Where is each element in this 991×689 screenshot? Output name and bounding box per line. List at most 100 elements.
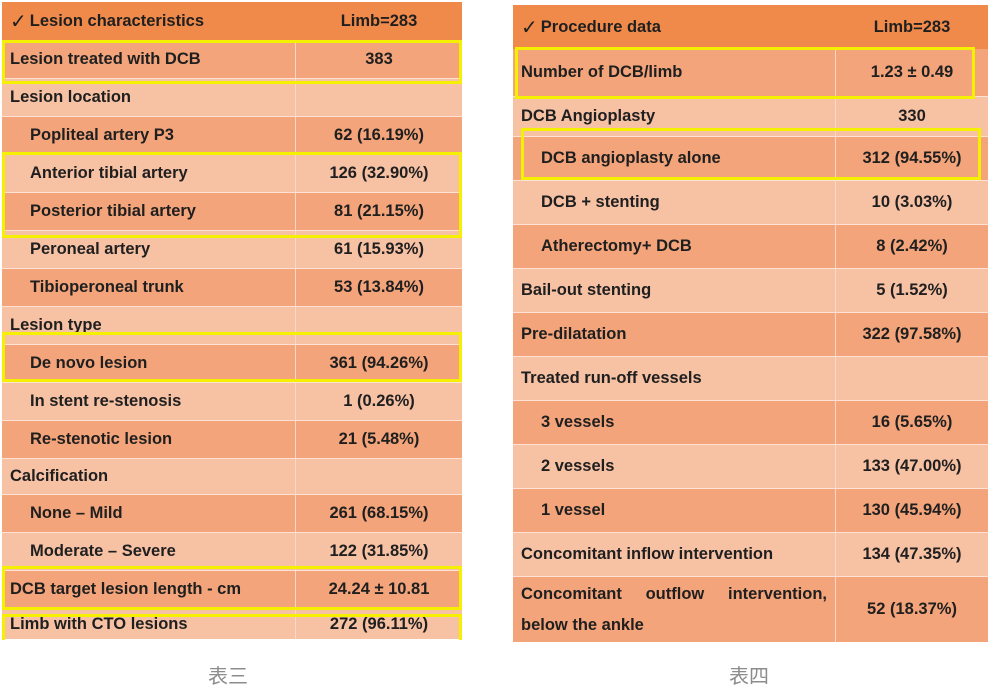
table-row: 2 vessels 133 (47.00%) <box>513 445 988 489</box>
row-label: Treated run-off vessels <box>513 357 836 400</box>
table-row: De novo lesion 361 (94.26%) <box>2 345 462 383</box>
row-value <box>296 79 462 116</box>
table-row: Popliteal artery P3 62 (16.19%) <box>2 117 462 155</box>
table-row: Lesion treated with DCB 383 <box>2 41 462 79</box>
table-row: Number of DCB/limb 1.23 ± 0.49 <box>513 49 988 97</box>
row-label: DCB Angioplasty <box>513 97 836 136</box>
row-label: Limb with CTO lesions <box>2 609 296 639</box>
row-label: DCB angioplasty alone <box>513 137 836 180</box>
row-value <box>296 459 462 494</box>
row-label: DCB + stenting <box>513 181 836 224</box>
row-label: 2 vessels <box>513 445 836 488</box>
table-row: Atherectomy+ DCB 8 (2.42%) <box>513 225 988 269</box>
row-value: 133 (47.00%) <box>862 457 962 475</box>
table-row: Limb with CTO lesions 272 (96.11%) <box>2 609 462 639</box>
row-label: 3 vessels <box>513 401 836 444</box>
table-row: DCB Angioplasty 330 <box>513 97 988 137</box>
row-value <box>836 357 988 400</box>
row-label: Tibioperoneal trunk <box>2 269 296 306</box>
row-label: DCB target lesion length - cm <box>2 571 296 608</box>
row-value: 62 (16.19%) <box>334 126 424 144</box>
row-value: 312 (94.55%) <box>862 149 962 167</box>
row-label: Re-stenotic lesion <box>2 421 296 458</box>
row-value: 383 <box>365 50 393 68</box>
table-lesion-characteristics: ✓ Lesion characteristics Limb=283 Lesion… <box>2 2 462 640</box>
table-row: 3 vessels 16 (5.65%) <box>513 401 988 445</box>
table-row: Calcification <box>2 459 462 495</box>
row-label: Moderate – Severe <box>2 533 296 570</box>
row-value: 126 (32.90%) <box>329 164 429 182</box>
row-label: Concomitant outflow intervention, below … <box>513 577 836 642</box>
table-row: 1 vessel 130 (45.94%) <box>513 489 988 533</box>
row-label: Anterior tibial artery <box>2 155 296 192</box>
table-row: None – Mild 261 (68.15%) <box>2 495 462 533</box>
row-value: 21 (5.48%) <box>338 430 420 448</box>
row-value: 16 (5.65%) <box>871 413 953 431</box>
row-label-line2: below the ankle <box>521 616 644 634</box>
row-value: 134 (47.35%) <box>862 545 962 563</box>
row-value: 5 (1.52%) <box>876 281 948 299</box>
row-label: Concomitant inflow intervention <box>513 533 836 576</box>
table-row: Anterior tibial artery 126 (32.90%) <box>2 155 462 193</box>
row-value: 322 (97.58%) <box>862 325 962 343</box>
table-row: DCB + stenting 10 (3.03%) <box>513 181 988 225</box>
row-value: 361 (94.26%) <box>329 354 429 372</box>
row-label: Pre-dilatation <box>513 313 836 356</box>
table4-header: ✓ Procedure data Limb=283 <box>513 5 988 49</box>
row-label: Lesion treated with DCB <box>2 41 296 78</box>
row-value: 61 (15.93%) <box>334 240 424 258</box>
table-row: Pre-dilatation 322 (97.58%) <box>513 313 988 357</box>
row-value: 330 <box>898 107 926 125</box>
table-row: Peroneal artery 61 (15.93%) <box>2 231 462 269</box>
table-row: Re-stenotic lesion 21 (5.48%) <box>2 421 462 459</box>
table-procedure-data: ✓ Procedure data Limb=283 Number of DCB/… <box>513 5 988 642</box>
row-label: Atherectomy+ DCB <box>513 225 836 268</box>
table-row: DCB target lesion length - cm 24.24 ± 10… <box>2 571 462 609</box>
checkmark-icon: ✓ <box>521 16 538 39</box>
row-label: Popliteal artery P3 <box>2 117 296 154</box>
row-label: In stent re-stenosis <box>2 383 296 420</box>
row-label: Peroneal artery <box>2 231 296 268</box>
table4-caption: 表四 <box>729 664 769 688</box>
checkmark-icon: ✓ <box>10 10 27 33</box>
table3-header: ✓ Lesion characteristics Limb=283 <box>2 2 462 40</box>
table3-caption: 表三 <box>208 664 248 688</box>
row-label: Calcification <box>2 459 296 494</box>
row-value: 53 (13.84%) <box>334 278 424 296</box>
table-row: Lesion type <box>2 307 462 345</box>
row-value: 261 (68.15%) <box>329 504 429 522</box>
row-label: Number of DCB/limb <box>513 49 836 96</box>
row-label: 1 vessel <box>513 489 836 532</box>
row-label: None – Mild <box>2 495 296 532</box>
row-label: De novo lesion <box>2 345 296 382</box>
row-value: 8 (2.42%) <box>876 237 948 255</box>
table-row: Bail-out stenting 5 (1.52%) <box>513 269 988 313</box>
table3-title: Lesion characteristics <box>29 11 205 30</box>
row-value: 52 (18.37%) <box>867 600 957 618</box>
table-row: Posterior tibial artery 81 (21.15%) <box>2 193 462 231</box>
row-value: 272 (96.11%) <box>329 614 429 633</box>
table-row: Tibioperoneal trunk 53 (13.84%) <box>2 269 462 307</box>
table4-header-value: Limb=283 <box>873 17 951 36</box>
row-label: Lesion location <box>2 79 296 116</box>
row-label: Posterior tibial artery <box>2 193 296 230</box>
row-value: 130 (45.94%) <box>862 501 962 519</box>
row-value: 1 (0.26%) <box>343 392 415 410</box>
row-value <box>296 307 462 344</box>
table-row: Concomitant outflow intervention, below … <box>513 577 988 642</box>
table3-header-value: Limb=283 <box>340 11 418 30</box>
table-row: Moderate – Severe 122 (31.85%) <box>2 533 462 571</box>
row-label: Bail-out stenting <box>513 269 836 312</box>
table-row: DCB angioplasty alone 312 (94.55%) <box>513 137 988 181</box>
row-label: Lesion type <box>2 307 296 344</box>
table-row: In stent re-stenosis 1 (0.26%) <box>2 383 462 421</box>
table4-title: Procedure data <box>540 17 661 36</box>
row-value: 122 (31.85%) <box>329 542 429 560</box>
table-row: Lesion location <box>2 79 462 117</box>
row-label-line1: Concomitant outflow intervention, <box>521 585 827 603</box>
table-row: Concomitant inflow intervention 134 (47.… <box>513 533 988 577</box>
row-value: 81 (21.15%) <box>334 202 424 220</box>
row-value: 24.24 ± 10.81 <box>328 580 430 598</box>
table-row: Treated run-off vessels <box>513 357 988 401</box>
row-value: 10 (3.03%) <box>871 193 953 211</box>
